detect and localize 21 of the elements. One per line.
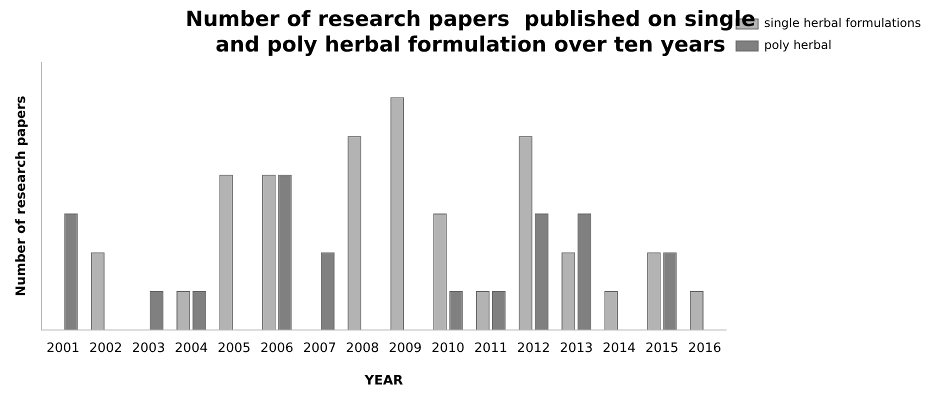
x-tick-label: 2005 (218, 340, 251, 356)
x-tick-label: 2012 (517, 340, 550, 356)
y-axis-title: Number of research papers (14, 96, 30, 296)
x-tick-label: 2008 (346, 340, 380, 356)
x-tick-label: 2010 (431, 340, 465, 356)
x-tick-label: 2015 (645, 340, 678, 356)
x-tick-label: 2006 (260, 340, 294, 356)
x-tick-label: 2009 (388, 340, 422, 356)
x-tick-label: 2016 (688, 340, 722, 356)
x-tick-label: 2001 (46, 340, 80, 356)
x-tick-label: 2007 (303, 340, 336, 356)
x-tick-label: 2011 (474, 340, 508, 356)
x-tick-label: 2013 (560, 340, 593, 356)
x-tick-label: 2014 (602, 340, 636, 356)
x-tick-label: 2004 (174, 340, 208, 356)
chart-title: Number of research papers published on single and poly herbal formulation over ten years (185, 7, 756, 56)
x-tick-label: 2002 (89, 340, 122, 356)
x-axis-title: YEAR (364, 374, 404, 389)
legend-label: poly herbal (764, 38, 832, 52)
legend-label: single herbal formulations (764, 16, 921, 30)
x-tick-label: 2003 (132, 340, 166, 356)
